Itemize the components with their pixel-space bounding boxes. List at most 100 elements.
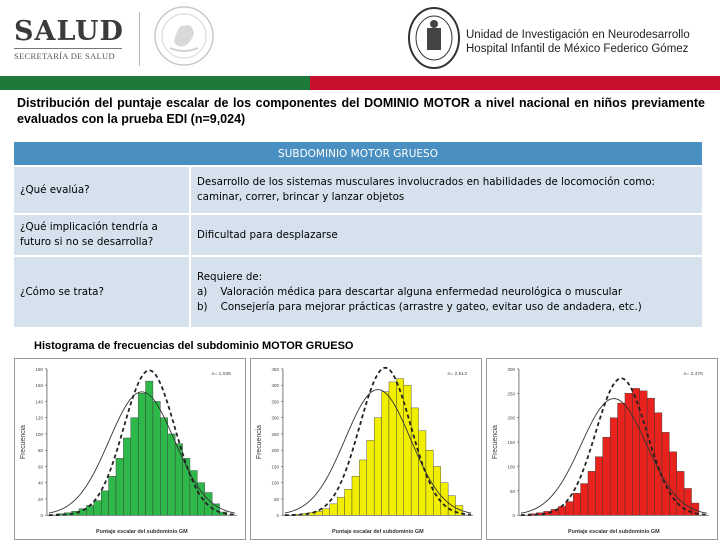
question-cell: ¿Qué evalúa? <box>14 166 191 215</box>
y-tick-label: 400 <box>272 383 280 388</box>
histogram-yellow: 0 50 100 150 200 250 300 350 400 450 n= 2,513 Frecu… <box>250 358 482 540</box>
histogram-bar <box>587 471 596 516</box>
y-tick-label: 350 <box>272 399 280 404</box>
y-axis-label: Frecuencia <box>492 425 499 459</box>
fitted-curve <box>520 377 707 517</box>
question-cell: ¿Cómo se trata? <box>14 256 191 329</box>
histogram-bar <box>595 456 603 516</box>
histogram-bar <box>211 503 220 516</box>
histogram-bar <box>661 432 670 516</box>
y-tick-label: 0 <box>512 513 515 518</box>
y-tick-label: 250 <box>272 432 280 437</box>
logo-divider <box>139 12 140 66</box>
histogram-bar <box>617 402 626 516</box>
y-tick-label: 450 <box>272 367 280 372</box>
histogram-bar <box>322 508 330 516</box>
sample-size-annotation: n= 2,475 <box>684 371 704 377</box>
y-tick-label: 200 <box>272 448 280 453</box>
histogram-bar <box>108 476 117 516</box>
y-tick-label: 0 <box>40 513 43 518</box>
salud-logo-line <box>14 48 122 49</box>
histogram-bar <box>351 476 360 516</box>
y-tick-label: 300 <box>272 416 280 421</box>
question-cell: ¿Qué implicación tendría a futuro si no … <box>14 214 191 257</box>
salud-logo-subtitle: SECRETARÍA DE SALUD <box>14 51 115 61</box>
histogram-bar <box>669 451 677 516</box>
page-title: Distribución del puntaje escalar de los … <box>17 96 705 126</box>
y-tick-label: 200 <box>508 416 516 421</box>
sample-size-annotation: n= 2,513 <box>448 371 468 377</box>
unit-name: Unidad de Investigación en Neurodesarrol… <box>466 28 690 56</box>
y-tick-label: 80 <box>38 448 43 453</box>
histogram-bar <box>565 501 574 516</box>
histogram-bar <box>373 417 382 516</box>
y-tick-label: 40 <box>38 481 43 486</box>
histogram-red: 0 50 100 150 200 250 300 n= 2,475 Frecuencia Punt… <box>486 358 718 540</box>
x-axis-label: Puntaje escalar del subdominio GM <box>568 529 660 535</box>
histogram-bar <box>609 417 618 516</box>
histogram-bar <box>130 417 139 516</box>
histogram-bar <box>366 440 375 516</box>
unit-line-2: Hospital Infantil de México Federico Góm… <box>466 43 689 55</box>
y-tick-label: 0 <box>276 513 279 518</box>
y-tick-label: 180 <box>36 367 44 372</box>
histogram-bar <box>167 433 176 516</box>
histogram-bar <box>174 443 183 516</box>
y-tick-label: 160 <box>36 383 44 388</box>
normal-curve <box>48 391 235 514</box>
mexico-eagle-seal-icon <box>154 6 214 66</box>
histogram-bar <box>639 390 648 516</box>
histogram-bar <box>381 391 390 516</box>
histogram-bar <box>152 401 161 516</box>
histogram-bar <box>624 393 633 516</box>
fitted-curve <box>48 369 235 517</box>
histogram-bar <box>344 489 353 516</box>
info-table: SUBDOMINIO MOTOR GRUESO ¿Qué evalúa? Des… <box>14 142 702 329</box>
x-axis-label: Puntaje escalar del subdominio GM <box>332 529 424 535</box>
histogram-bar <box>137 393 146 516</box>
histogram-bar <box>691 502 700 516</box>
y-tick-label: 100 <box>36 432 44 437</box>
normal-curve <box>520 398 707 514</box>
histogram-bar <box>396 378 404 516</box>
y-tick-label: 50 <box>274 497 279 502</box>
table-header: SUBDOMINIO MOTOR GRUESO <box>14 142 702 167</box>
y-tick-label: 50 <box>510 489 515 494</box>
histogram-bar <box>646 397 655 516</box>
histogram-bar <box>145 380 154 516</box>
answer-cell: Desarrollo de los sistemas musculares in… <box>190 166 702 215</box>
histogram-bar <box>86 505 94 516</box>
histogram-bar <box>160 417 168 516</box>
y-axis-label: Frecuencia <box>20 425 27 459</box>
histogram-bar <box>572 493 581 516</box>
red-band <box>310 76 720 90</box>
histogram-green: 0 20 40 60 80 100 120 140 160 180 n= 1,035 Frecuenc… <box>14 358 246 540</box>
y-tick-label: 150 <box>272 464 280 469</box>
y-axis-label: Frecuencia <box>256 425 263 459</box>
header: SALUD SECRETARÍA DE SALUD Unidad de Inve… <box>0 0 720 75</box>
answer-item-a: a) Valoración médica para descartar algu… <box>197 285 623 298</box>
y-tick-label: 300 <box>508 367 516 372</box>
histogram-bar <box>455 505 464 516</box>
histogram-bar <box>580 483 589 516</box>
histogram-bar <box>602 436 611 516</box>
unit-line-1: Unidad de Investigación en Neurodesarrol… <box>466 29 690 41</box>
histogram-bar <box>418 430 427 516</box>
histogram-bar <box>93 500 102 516</box>
y-tick-label: 120 <box>36 416 44 421</box>
sample-size-annotation: n= 1,035 <box>212 371 232 377</box>
salud-logo-word: SALUD <box>14 16 124 47</box>
y-tick-label: 60 <box>38 464 43 469</box>
green-band <box>0 76 310 90</box>
y-tick-label: 250 <box>508 391 516 396</box>
answer-title: Requiere de: <box>197 270 263 283</box>
y-tick-label: 20 <box>38 497 43 502</box>
histogram-bar <box>329 503 338 516</box>
x-axis-label: Puntaje escalar del subdominio GM <box>96 529 188 535</box>
histogram-title: Histograma de frecuencias del subdominio… <box>34 340 354 352</box>
y-tick-label: 100 <box>272 481 280 486</box>
histogram-bar <box>123 437 131 516</box>
histogram-bar <box>359 459 367 516</box>
histogram-bar <box>336 497 345 516</box>
normal-curve <box>284 389 471 514</box>
